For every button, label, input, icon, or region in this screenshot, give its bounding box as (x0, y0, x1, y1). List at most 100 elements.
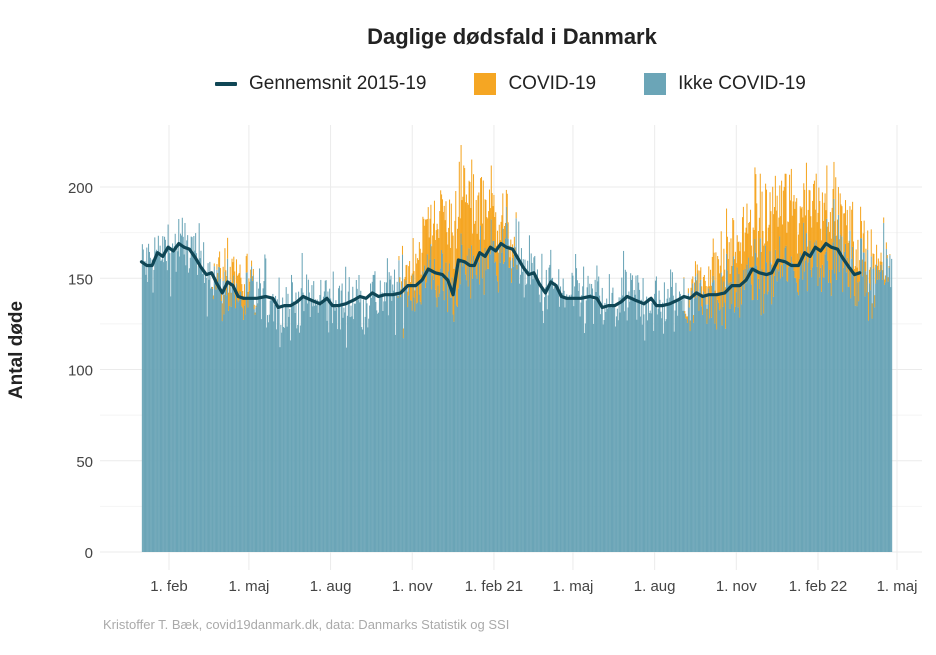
covid-bar (445, 201, 447, 263)
non-covid-bar (348, 277, 350, 552)
non-covid-bar (814, 249, 816, 552)
non-covid-bar (528, 235, 530, 552)
covid-bar (765, 183, 767, 246)
non-covid-bar (496, 281, 499, 552)
non-covid-bar (588, 296, 590, 552)
non-covid-bar (439, 293, 441, 552)
covid-bar (748, 222, 750, 258)
covid-bar (800, 208, 802, 263)
non-covid-bar (278, 277, 280, 552)
covid-bar (808, 189, 810, 258)
non-covid-bar (871, 318, 873, 552)
non-covid-bar (687, 293, 689, 552)
covid-bar (485, 199, 487, 271)
non-covid-bar (376, 310, 378, 552)
non-covid-bar (578, 283, 580, 552)
non-covid-bar (793, 270, 795, 552)
non-covid-bar (742, 285, 744, 552)
non-covid-bar (346, 347, 348, 552)
non-covid-bar (572, 275, 574, 552)
non-covid-bar (142, 249, 144, 552)
non-covid-bar (538, 294, 540, 552)
non-covid-bar (782, 258, 784, 552)
non-covid-bar (472, 255, 475, 552)
covid-bar (488, 211, 490, 269)
covid-bar (712, 238, 714, 276)
non-covid-bar (670, 286, 673, 552)
covid-bar (421, 252, 423, 281)
non-covid-bar (887, 281, 889, 552)
non-covid-bar (553, 286, 555, 552)
covid-bar (699, 270, 701, 283)
covid-bar (415, 253, 417, 284)
covid-bar (749, 209, 752, 267)
non-covid-bar (637, 275, 639, 552)
non-covid-bar (602, 324, 604, 552)
non-covid-bar (265, 258, 267, 552)
non-covid-bar (141, 244, 143, 552)
non-covid-bar (324, 280, 326, 552)
non-covid-bar (885, 248, 887, 552)
covid-bar (417, 258, 419, 303)
non-covid-bar (629, 301, 631, 552)
covid-bar (730, 238, 732, 282)
covid-bar (850, 267, 852, 299)
covid-bar (237, 274, 239, 303)
non-covid-bar (653, 330, 655, 552)
non-covid-bar (266, 327, 268, 552)
non-covid-bar (682, 310, 684, 552)
non-covid-bar (418, 294, 420, 552)
covid-bar (461, 200, 463, 245)
covid-bar (782, 190, 784, 259)
non-covid-bar (599, 314, 601, 552)
y-tick-label: 150 (68, 271, 93, 288)
non-covid-bar (722, 306, 724, 552)
non-covid-bar (584, 323, 586, 552)
non-covid-bar (430, 244, 432, 552)
non-covid-bar (567, 297, 570, 552)
non-covid-bar (535, 277, 537, 552)
covid-bar (694, 282, 696, 299)
non-covid-bar (775, 268, 777, 552)
non-covid-bar (560, 286, 562, 552)
non-covid-bar (748, 257, 750, 552)
covid-bar (477, 195, 479, 260)
non-covid-bar (182, 236, 184, 553)
non-covid-bar (769, 251, 771, 552)
non-covid-bar (483, 294, 485, 552)
covid-bar (516, 264, 518, 270)
non-covid-bar (589, 283, 591, 552)
non-covid-bar (225, 290, 227, 552)
non-covid-bar (295, 292, 297, 552)
covid-bar (762, 230, 764, 276)
non-covid-bar (172, 243, 174, 553)
non-covid-bar (243, 319, 245, 552)
non-covid-bar (881, 270, 883, 552)
non-covid-bar (396, 281, 398, 552)
non-covid-bar (860, 238, 863, 552)
covid-bar (785, 173, 787, 246)
covid-bar (823, 202, 825, 278)
covid-bar (861, 259, 863, 277)
non-covid-bar (366, 303, 368, 552)
non-covid-bar (175, 271, 177, 552)
covid-bar (501, 215, 503, 253)
non-covid-bar (832, 242, 834, 553)
covid-bar (454, 220, 456, 282)
non-covid-bar (759, 238, 761, 552)
covid-bar (777, 226, 779, 270)
non-covid-bar (615, 316, 617, 552)
non-covid-bar (423, 274, 425, 552)
covid-bar (467, 204, 469, 287)
non-covid-bar (305, 296, 307, 552)
covid-bar (719, 265, 721, 310)
non-covid-bar (163, 262, 165, 552)
covid-bar (759, 173, 761, 239)
non-covid-bar (507, 238, 509, 552)
covid-bar (889, 254, 891, 256)
non-covid-bar (830, 295, 832, 552)
covid-bar (490, 165, 492, 220)
covid-bar (804, 189, 806, 272)
non-covid-bar (425, 282, 427, 552)
